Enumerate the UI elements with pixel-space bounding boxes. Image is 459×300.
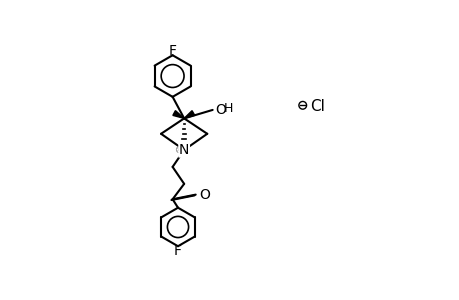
Text: H: H (223, 102, 232, 115)
Text: F: F (168, 44, 176, 58)
Polygon shape (184, 111, 194, 119)
Polygon shape (173, 111, 184, 119)
Text: ⊗: ⊗ (174, 145, 182, 155)
Text: F: F (174, 244, 182, 258)
Text: O: O (215, 103, 226, 117)
Text: Cl: Cl (310, 99, 325, 114)
Text: N: N (179, 143, 189, 157)
Text: O: O (199, 188, 210, 203)
